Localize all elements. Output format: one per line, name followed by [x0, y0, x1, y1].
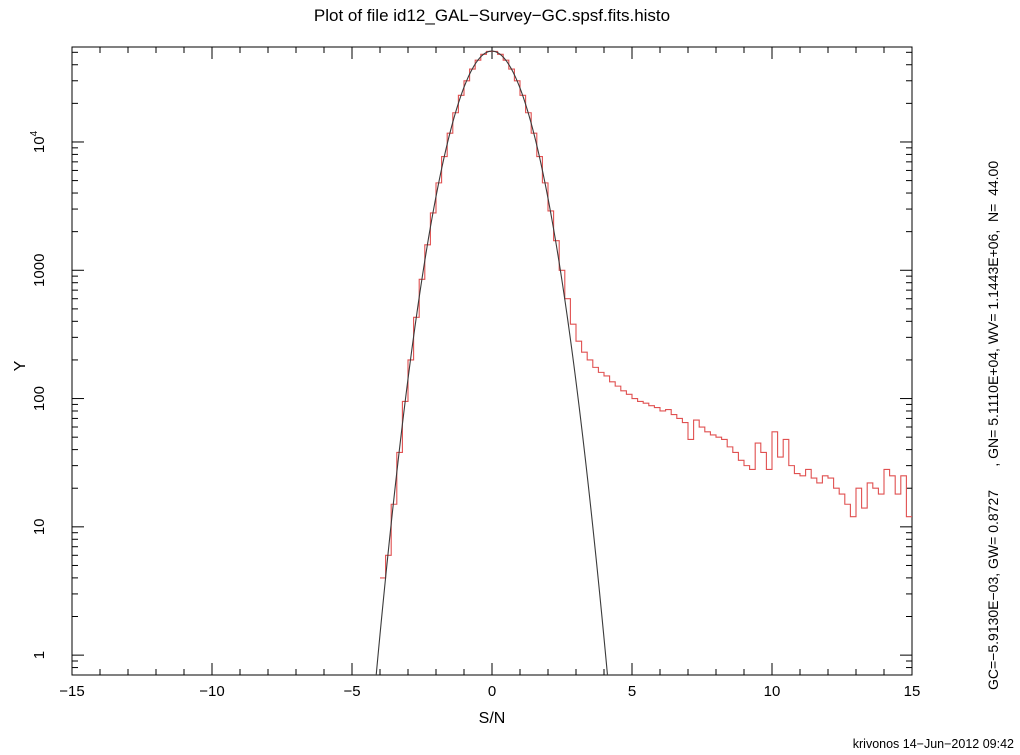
y-tick-label: 100 — [31, 386, 48, 411]
credit-line: krivonos 14−Jun−2012 09:42 — [853, 737, 1014, 751]
x-tick-label: 0 — [488, 683, 496, 700]
y-tick-label: 1 — [31, 651, 48, 659]
y-axis-title: Y — [12, 360, 29, 371]
plot-frame — [71, 46, 913, 676]
y-tick-label: 104 — [29, 130, 48, 153]
plot-title: Plot of file id12_GAL−Survey−GC.spsf.fit… — [314, 6, 670, 25]
x-tick-label: 5 — [628, 683, 636, 700]
axes-layer: −15 −10 −5 0 5 10 15 1 10 100 1000 104 — [29, 46, 921, 700]
histogram-series — [380, 50, 912, 579]
x-tick-label: −10 — [199, 683, 224, 700]
x-axis-title: S/N — [479, 710, 506, 727]
y-tick-label: 1000 — [31, 254, 48, 287]
x-tick-label: −15 — [59, 683, 84, 700]
fit-params-annotation: GC=−5.9130E−03, GW= 0.8727 , GN= 5.1110E… — [985, 161, 1001, 690]
y-tick-label: 10 — [31, 518, 48, 535]
x-tick-label: −5 — [343, 683, 360, 700]
series-layer — [375, 50, 912, 675]
x-tick-label: 15 — [904, 683, 921, 700]
x-tick-label: 10 — [764, 683, 781, 700]
gaussian-fit-curve — [375, 50, 609, 675]
